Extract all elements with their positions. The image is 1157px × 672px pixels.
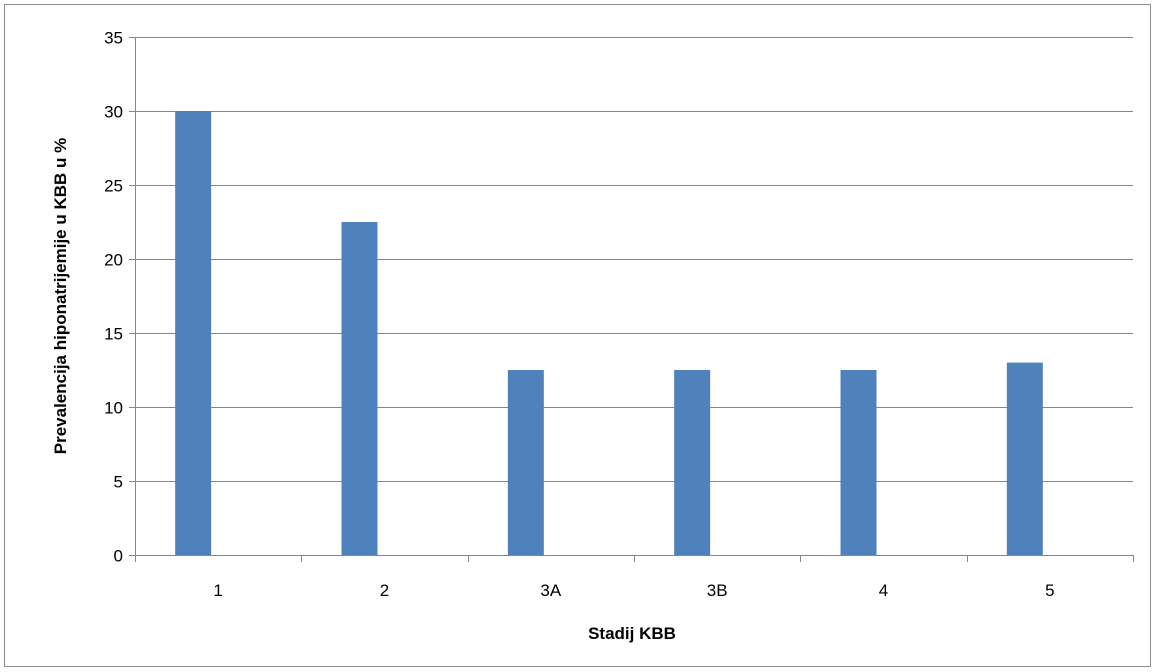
bar-4 — [840, 370, 877, 555]
y-tick-label: 20 — [104, 251, 123, 270]
y-axis-title: Prevalencija hiponatrijemije u KBB u % — [51, 138, 70, 454]
bar-2 — [341, 222, 378, 555]
y-tick-label: 5 — [114, 473, 123, 492]
y-tick-label: 35 — [104, 29, 123, 48]
bar-1 — [175, 111, 212, 555]
x-tick-labels: 1 2 3A 3B 4 5 — [213, 581, 1054, 600]
y-tick-label: 0 — [114, 547, 123, 566]
axes — [129, 37, 1134, 562]
x-tick-label: 3A — [540, 581, 561, 600]
y-tick-label: 25 — [104, 177, 123, 196]
bar-3a — [507, 370, 544, 555]
gridlines — [135, 37, 1133, 482]
x-tick-label: 1 — [213, 581, 222, 600]
y-tick-label: 30 — [104, 103, 123, 122]
x-tick-label: 5 — [1045, 581, 1054, 600]
x-tick-label: 2 — [380, 581, 389, 600]
y-tick-labels: 0 5 10 15 20 25 30 35 — [104, 29, 123, 566]
bar-5 — [1006, 362, 1043, 555]
y-tick-label: 15 — [104, 325, 123, 344]
x-axis-title: Stadij KBB — [588, 624, 676, 643]
bars — [175, 111, 1043, 555]
bar-3b — [674, 370, 711, 555]
x-tick-label: 4 — [879, 581, 888, 600]
x-tick-label: 3B — [707, 581, 728, 600]
y-tick-label: 10 — [104, 399, 123, 418]
